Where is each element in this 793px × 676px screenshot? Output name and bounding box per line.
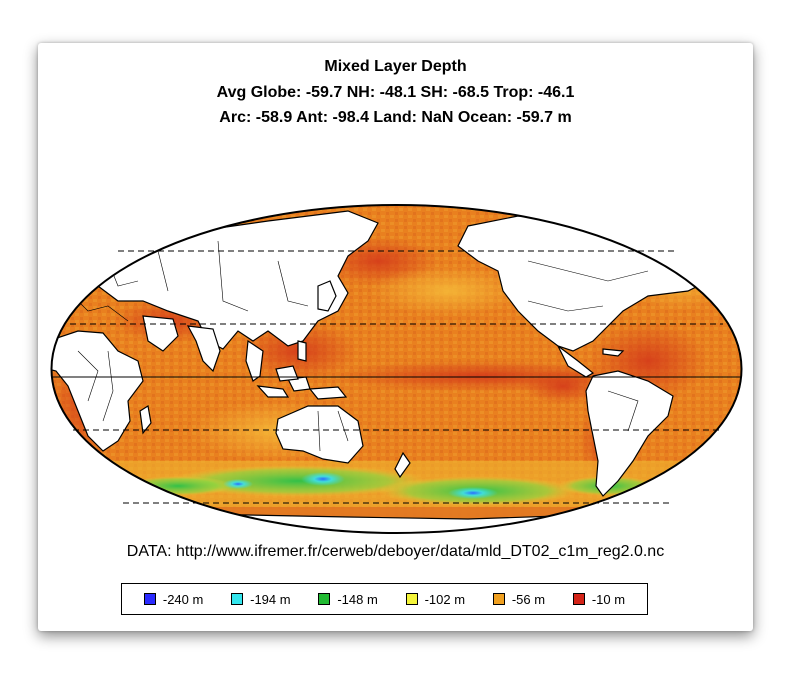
new-zealand: [394, 451, 411, 479]
legend-swatch: [143, 593, 156, 605]
africa: [51, 330, 144, 452]
legend-item: -56 m: [492, 591, 546, 607]
central-america: [557, 345, 595, 378]
legend-swatch: [405, 593, 418, 605]
greenland: [687, 210, 742, 252]
world-map: [50, 204, 743, 534]
graticule: [51, 250, 742, 504]
japan: [317, 280, 337, 312]
legend-label: -56 m: [511, 591, 546, 607]
color-legend: -240 m -194 m -148 m -102 m -56 m -10 m: [121, 583, 648, 615]
eurasia: [51, 210, 379, 350]
legend-item: -102 m: [405, 591, 466, 607]
legend-swatch: [572, 593, 585, 605]
country-borders: [67, 240, 649, 452]
legend-swatch: [318, 593, 331, 605]
new-guinea: [308, 386, 348, 400]
figure-title: Mixed Layer Depth: [324, 58, 467, 75]
south-america: [585, 370, 674, 497]
legend-swatch: [492, 593, 505, 605]
legend-item: -240 m: [143, 591, 204, 607]
legend-swatch: [231, 593, 244, 605]
legend-label: -102 m: [424, 591, 466, 607]
se-asia: [245, 339, 264, 382]
legend-label: -194 m: [250, 591, 291, 607]
globe-outline: [50, 204, 743, 534]
figure-card: Mixed Layer Depth Avg Globe: -59.7 NH: -…: [38, 43, 753, 631]
legend-item: -194 m: [231, 591, 291, 607]
indonesia-1: [256, 385, 290, 398]
legend-label: -240 m: [162, 591, 204, 607]
stats-line-1: Avg Globe: -59.7 NH: -48.1 SH: -68.5 Tro…: [216, 84, 575, 101]
legend-item: -10 m: [572, 591, 626, 607]
stats-line-2: Arc: -58.9 Ant: -98.4 Land: NaN Ocean: -…: [219, 109, 572, 126]
madagascar: [139, 405, 152, 435]
data-source: DATA: http://www.ifremer.fr/cerweb/deboy…: [126, 543, 665, 560]
legend-item: -148 m: [318, 591, 378, 607]
arabia: [142, 315, 179, 352]
india: [186, 325, 221, 373]
cuba: [602, 348, 625, 357]
legend-label: -148 m: [337, 591, 378, 607]
legend-label: -10 m: [591, 591, 626, 607]
philippines: [297, 340, 307, 362]
